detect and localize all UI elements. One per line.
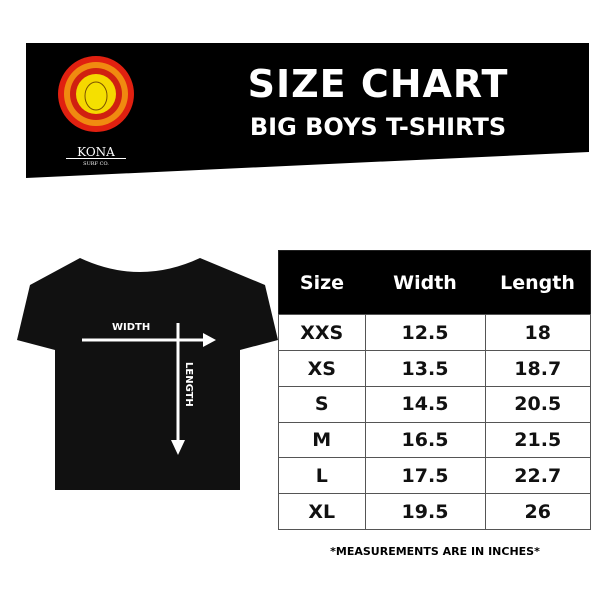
table-row: XS 13.5 18.7 <box>278 350 591 387</box>
cell-size: M <box>278 421 366 459</box>
sun-logo <box>58 56 134 132</box>
cell-size: L <box>278 457 366 495</box>
cell-size: XS <box>278 350 366 387</box>
header-size: Size <box>278 250 365 315</box>
cell-width: 17.5 <box>364 457 486 495</box>
header-width: Width <box>365 250 485 315</box>
cell-width: 14.5 <box>364 385 486 423</box>
length-label: LENGTH <box>183 362 194 407</box>
table-row: XL 19.5 26 <box>278 493 591 530</box>
table-row: XXS 12.5 18 <box>278 314 591 352</box>
table-header: Size Width Length <box>278 250 591 315</box>
table-row: S 14.5 20.5 <box>278 385 591 423</box>
cell-length: 18 <box>484 314 591 352</box>
size-table: Size Width Length XXS 12.5 18 XS 13.5 18.7 S 14… <box>278 250 591 530</box>
cell-width: 13.5 <box>364 350 486 387</box>
cell-size: XXS <box>278 314 366 352</box>
cell-size: XL <box>278 493 366 530</box>
table-row: L 17.5 22.7 <box>278 457 591 495</box>
cell-width: 12.5 <box>364 314 486 352</box>
width-label: WIDTH <box>112 322 151 333</box>
cell-length: 22.7 <box>484 457 591 495</box>
header-length: Length <box>485 250 591 315</box>
cell-size: S <box>278 385 366 423</box>
page-title: SIZE CHART <box>247 62 509 106</box>
cell-length: 26 <box>484 493 591 530</box>
cell-width: 16.5 <box>364 421 486 459</box>
cell-length: 21.5 <box>484 421 591 459</box>
footnote: *MEASUREMENTS ARE IN INCHES* <box>330 545 540 558</box>
cell-length: 20.5 <box>484 385 591 423</box>
logo-text: KONA <box>66 146 126 159</box>
table-row: M 16.5 21.5 <box>278 421 591 459</box>
logo-subtext: SURF CO. <box>83 161 109 167</box>
cell-width: 19.5 <box>364 493 486 530</box>
page-subtitle: BIG BOYS T-SHIRTS <box>249 113 507 141</box>
cell-length: 18.7 <box>484 350 591 387</box>
tshirt-illustration <box>17 258 278 490</box>
